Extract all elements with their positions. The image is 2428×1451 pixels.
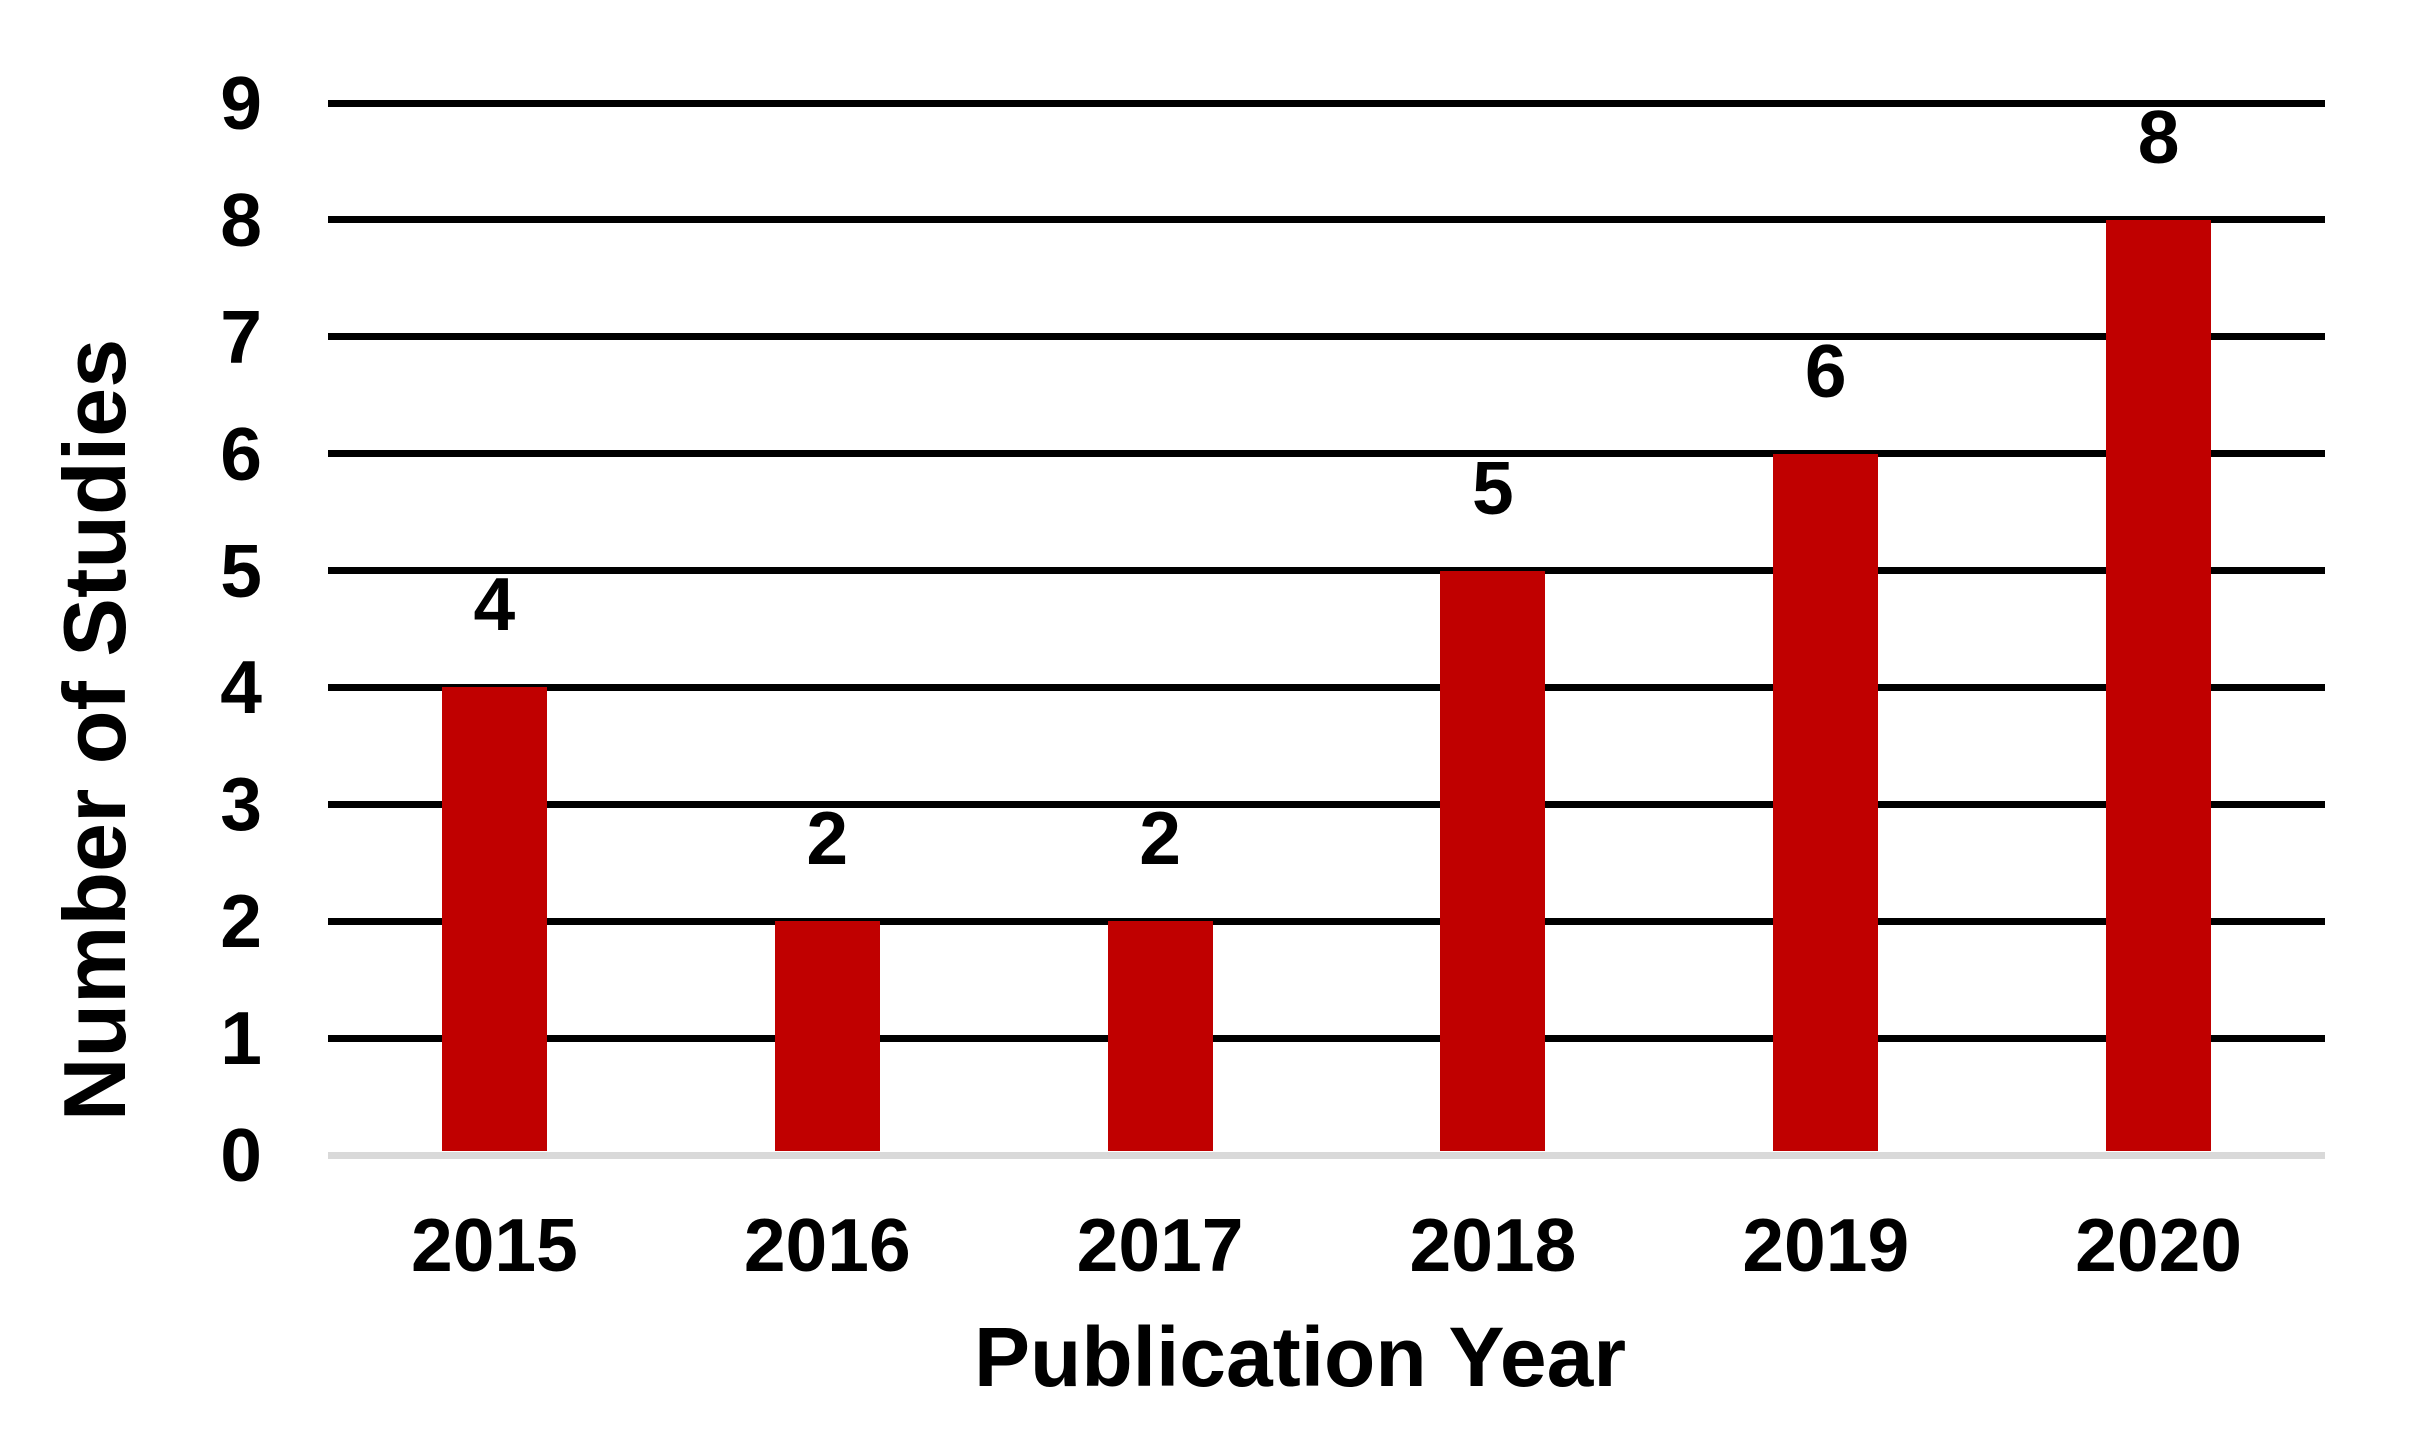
y-tick-label-9: 9	[220, 61, 262, 145]
y-tick-label-3: 3	[220, 762, 262, 847]
y-tick-label-4: 4	[220, 645, 262, 730]
gridline-y-3	[328, 800, 2325, 808]
data-label-2019: 6	[1804, 328, 1847, 413]
gridline-y-2	[328, 917, 2325, 925]
x-axis-baseline	[328, 1151, 2325, 1159]
bar-2018	[1440, 570, 1546, 1152]
x-tick-label-2018: 2018	[1409, 1203, 1577, 1287]
y-tick-label-5: 5	[220, 528, 262, 613]
x-tick-label-2020: 2020	[2075, 1203, 2243, 1287]
data-label-2017: 2	[1139, 796, 1181, 881]
data-label-2018: 5	[1472, 445, 1514, 530]
gridline-y-5	[328, 567, 2325, 575]
y-tick-label-0: 0	[220, 1113, 262, 1197]
bar-2015	[441, 687, 547, 1152]
gridline-y-7	[328, 333, 2325, 341]
data-label-2016: 2	[806, 796, 849, 881]
bar-2019	[1773, 453, 1879, 1152]
gridline-y-4	[328, 683, 2325, 691]
x-axis-title: Publication Year	[973, 1310, 1627, 1404]
y-tick-label-6: 6	[220, 411, 262, 496]
gridline-y-6	[328, 450, 2325, 458]
y-tick-label-8: 8	[220, 177, 262, 262]
bar-2017	[1107, 921, 1213, 1152]
x-tick-label-2017: 2017	[1076, 1203, 1244, 1287]
gridline-y-8	[328, 216, 2325, 224]
gridline-y-9	[328, 99, 2325, 107]
x-tick-label-2015: 2015	[410, 1203, 578, 1287]
gridline-y-1	[328, 1034, 2325, 1042]
x-tick-label-2016: 2016	[743, 1203, 911, 1287]
data-label-2020: 8	[2137, 94, 2180, 179]
y-tick-label-1: 1	[220, 996, 262, 1081]
data-label-2015: 4	[473, 562, 516, 647]
x-tick-label-2019: 2019	[1742, 1203, 1910, 1287]
bar-2016	[774, 921, 880, 1152]
y-tick-label-7: 7	[220, 294, 262, 379]
bar-2020	[2106, 219, 2212, 1152]
y-tick-label-2: 2	[220, 879, 262, 964]
